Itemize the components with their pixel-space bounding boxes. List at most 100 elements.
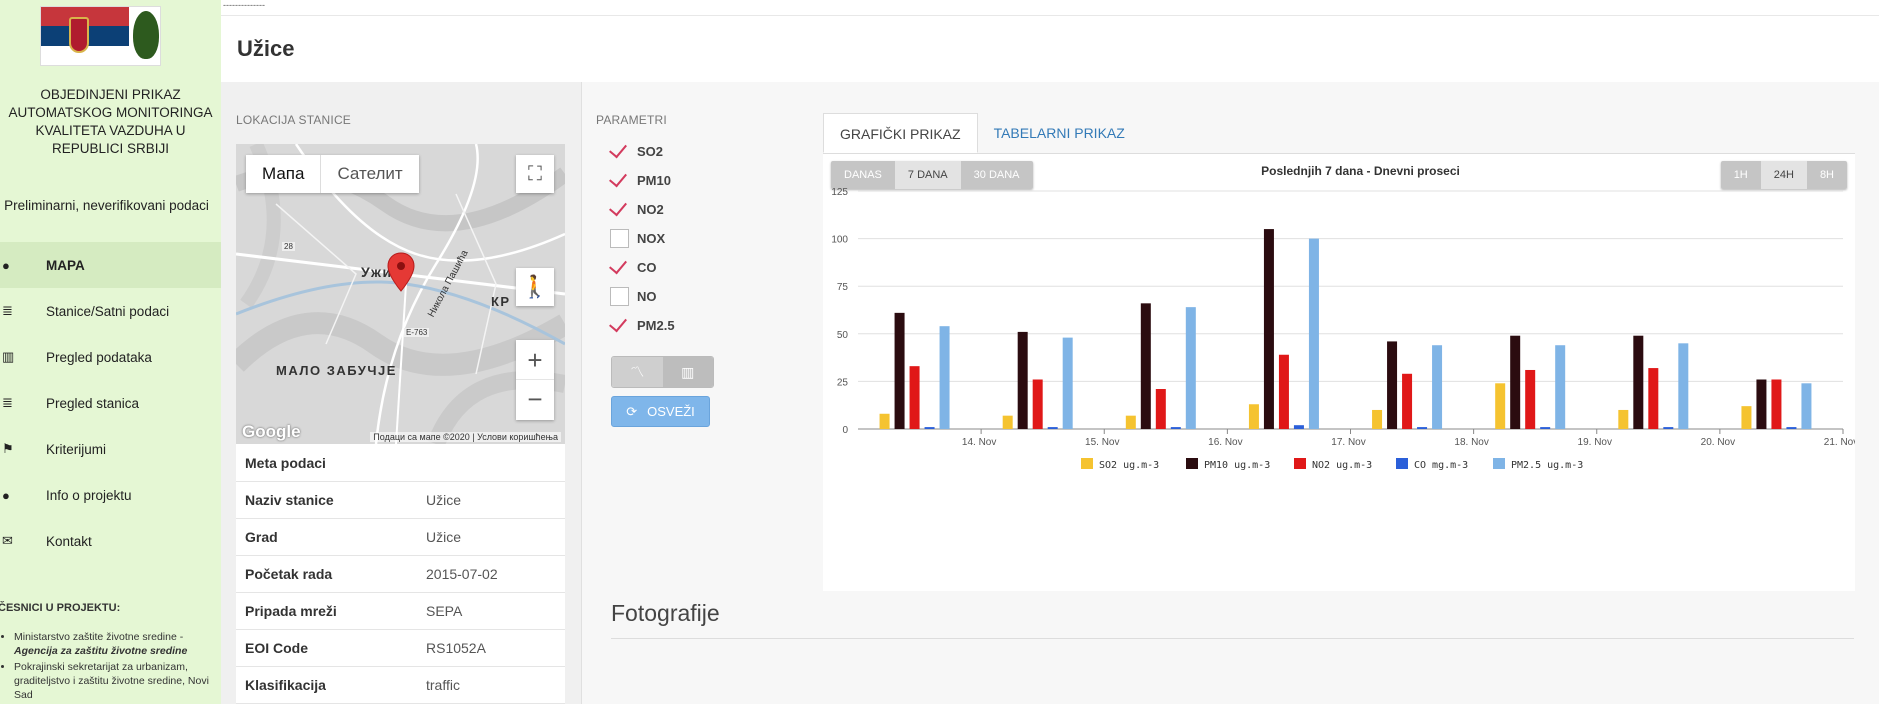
x-tick-label: 18. Nov: [1454, 437, 1488, 448]
bar-so2: [879, 413, 890, 429]
legend-swatch: [1081, 458, 1093, 469]
bar-co: [1417, 427, 1428, 429]
range-danas-button[interactable]: DANAS: [831, 161, 895, 189]
bar-co: [1663, 427, 1674, 429]
param-co[interactable]: CO: [610, 253, 675, 282]
param-pm25[interactable]: PM2.5: [610, 311, 675, 340]
params-list: SO2 PM10 NO2 NOX CO NO PM2.5: [610, 137, 675, 340]
legend-label: PM10 ug.m-3: [1204, 460, 1270, 471]
partner-agency: Agencija za zaštitu životne sredine: [14, 645, 188, 657]
sidebar-item-pregled-stanica[interactable]: ≣ Pregled stanica: [0, 380, 221, 426]
station-map[interactable]: Мапа Сателит ⛶ 🚶 + − Ужице Никола Пашића…: [236, 144, 565, 444]
zoom-in-button[interactable]: +: [516, 340, 554, 380]
sidebar-item-kontakt[interactable]: ✉ Kontakt: [0, 518, 221, 564]
refresh-icon: ⟳: [626, 403, 638, 419]
y-tick-label: 100: [831, 235, 848, 246]
map-road-28: 28: [282, 242, 295, 251]
x-tick-label: 15. Nov: [1085, 437, 1119, 448]
coat-of-arms-icon: [69, 17, 89, 53]
y-tick-label: 75: [837, 282, 849, 293]
meta-value: traffic: [426, 677, 460, 693]
bar-so2: [1125, 415, 1136, 429]
bar-pm25: [1308, 238, 1319, 429]
list-icon: ≣: [2, 395, 13, 410]
param-so2[interactable]: SO2: [610, 137, 675, 166]
legend-label: SO2 ug.m-3: [1099, 460, 1159, 471]
map-button[interactable]: Мапа: [246, 155, 321, 193]
tab-table[interactable]: TABELARNI PRIKAZ: [993, 125, 1125, 141]
bar-pm25: [1801, 383, 1812, 429]
sidebar-item-pregled-podataka[interactable]: ▥ Pregled podataka: [0, 334, 221, 380]
refresh-button[interactable]: ⟳ OSVEŽI: [611, 396, 710, 427]
meta-row: EOI Code RS1052A: [236, 630, 565, 667]
checkbox[interactable]: [610, 287, 629, 306]
legend-swatch: [1493, 458, 1505, 469]
range-7-dana-button[interactable]: 7 DANA: [894, 161, 961, 189]
bar-no2: [1278, 354, 1289, 429]
sidebar-item-stanice-satni-podaci[interactable]: ≣ Stanice/Satni podaci: [0, 288, 221, 334]
partner-text: Pokrajinski sekretarijat za urbanizam, g…: [14, 661, 209, 701]
param-pm10[interactable]: PM10: [610, 166, 675, 195]
x-tick-label: 19. Nov: [1578, 437, 1612, 448]
fullscreen-icon[interactable]: ⛶: [516, 155, 554, 193]
param-label: PM10: [637, 173, 671, 188]
pegman-icon[interactable]: 🚶: [516, 268, 554, 306]
map-type-control: Мапа Сателит: [246, 155, 419, 193]
page-scrollbar[interactable]: [1879, 0, 1899, 704]
bar-pm25: [1185, 307, 1196, 429]
params-label: PARAMETRI: [596, 113, 667, 127]
checkmark-icon[interactable]: [610, 171, 629, 190]
bar-so2: [1618, 409, 1629, 429]
bar-chart-icon[interactable]: ▥: [662, 357, 713, 387]
checkmark-icon[interactable]: [610, 200, 629, 219]
sidebar-item-label: Stanice/Satni podaci: [46, 303, 170, 319]
globe-icon: ●: [2, 257, 10, 273]
map-marker-icon[interactable]: [387, 252, 415, 292]
interval-24h-button[interactable]: 24H: [1760, 161, 1807, 189]
y-tick-label: 50: [837, 330, 849, 341]
bar-co: [924, 427, 935, 429]
serbia-logo: [40, 6, 161, 66]
y-tick-label: 125: [831, 187, 848, 198]
interval-8h-button[interactable]: 8H: [1806, 161, 1847, 189]
meta-value: 2015-07-02: [426, 566, 498, 582]
checkmark-icon[interactable]: [610, 258, 629, 277]
sidebar-item-mapa[interactable]: ● MAPA: [0, 242, 221, 288]
sidebar-item-label: Kontakt: [46, 533, 92, 549]
zoom-out-button[interactable]: −: [527, 384, 543, 414]
sidebar-item-label: MAPA: [46, 257, 85, 273]
sidebar-note: Preliminarni, neverifikovani podaci: [4, 198, 209, 213]
meta-row: Grad Užice: [236, 519, 565, 556]
range-30-dana-button[interactable]: 30 DANA: [960, 161, 1033, 189]
param-no[interactable]: NO: [610, 282, 675, 311]
bar-pm10: [1633, 335, 1644, 429]
meta-value: Užice: [426, 529, 462, 545]
meta-value: Užice: [426, 492, 462, 508]
param-label: SO2: [637, 144, 664, 159]
meta-key: Grad: [245, 529, 278, 545]
list-icon: ≣: [2, 303, 13, 318]
bar-co: [1540, 427, 1551, 429]
tab-graphic[interactable]: GRAFIČKI PRIKAZ: [823, 113, 978, 153]
bar-pm10: [1017, 331, 1028, 429]
param-no2[interactable]: NO2: [610, 195, 675, 224]
refresh-label: OSVEŽI: [647, 404, 695, 419]
satellite-button[interactable]: Сателит: [320, 155, 419, 193]
bar-co: [1293, 425, 1304, 429]
meta-header: Meta podaci: [236, 444, 565, 482]
zoom-control: + −: [516, 340, 554, 420]
bar-co: [1786, 427, 1797, 429]
param-label: NO2: [637, 202, 664, 217]
bar-so2: [1372, 409, 1383, 429]
checkmark-icon[interactable]: [610, 142, 629, 161]
sidebar-item-label: Pregled podataka: [46, 349, 152, 365]
checkmark-icon[interactable]: [610, 316, 629, 335]
sidebar-item-kriterijumi[interactable]: ⚑ Kriterijumi: [0, 426, 221, 472]
sidebar-item-info-o-projektu[interactable]: ● Info o projektu: [0, 472, 221, 518]
param-nox[interactable]: NOX: [610, 224, 675, 253]
meta-key: Naziv stanice: [245, 492, 334, 508]
interval-1h-button[interactable]: 1H: [1720, 161, 1761, 189]
line-chart-icon[interactable]: 〽: [612, 357, 663, 387]
map-attribution[interactable]: Подаци са мапе ©2020 | Услови коришћења: [370, 432, 561, 442]
checkbox[interactable]: [610, 229, 629, 248]
